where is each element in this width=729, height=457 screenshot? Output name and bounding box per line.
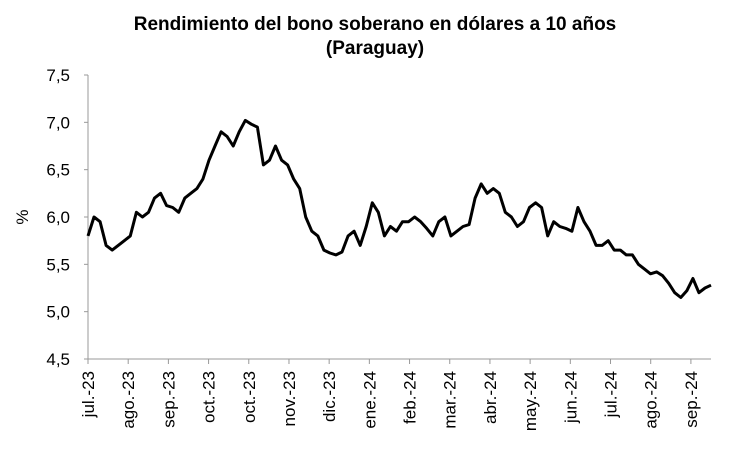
x-tick-label: abr.-24 (481, 371, 500, 424)
y-tick-label: 6,5 (46, 161, 70, 180)
y-tick-label: 7,5 (46, 66, 70, 85)
x-tick-label: sep.-23 (159, 371, 178, 428)
y-tick-label: 4,5 (46, 350, 70, 369)
x-tick-label: nov.-23 (280, 371, 299, 426)
x-tick-label: ene.-24 (360, 371, 379, 429)
chart-title: Rendimiento del bono soberano en dólares… (134, 14, 617, 35)
x-tick-label: dic.-23 (320, 371, 339, 422)
x-tick-label: ago.-24 (642, 371, 661, 429)
x-tick-label: feb.-24 (401, 371, 420, 424)
x-tick-label: ago.-23 (119, 371, 138, 429)
x-tick-label: jun.-24 (561, 371, 580, 424)
y-tick-label: 5,0 (46, 303, 70, 322)
x-tick-label: jul.-24 (602, 371, 621, 418)
y-axis-label: % (13, 209, 32, 224)
x-tick-label: oct.-23 (240, 371, 259, 423)
x-tick-label: may.-24 (521, 371, 540, 431)
x-tick-label: jul.-23 (79, 371, 98, 418)
chart-title: (Paraguay) (326, 38, 424, 59)
y-tick-label: 5,5 (46, 255, 70, 274)
x-tick-label: sep.-24 (682, 371, 701, 428)
line (86, 118, 712, 299)
y-tick-label: 7,0 (46, 113, 70, 132)
x-tick-label: oct.-23 (200, 371, 219, 423)
x-tick-label: mar.-24 (441, 371, 460, 429)
y-tick-label: 6,0 (46, 208, 70, 227)
